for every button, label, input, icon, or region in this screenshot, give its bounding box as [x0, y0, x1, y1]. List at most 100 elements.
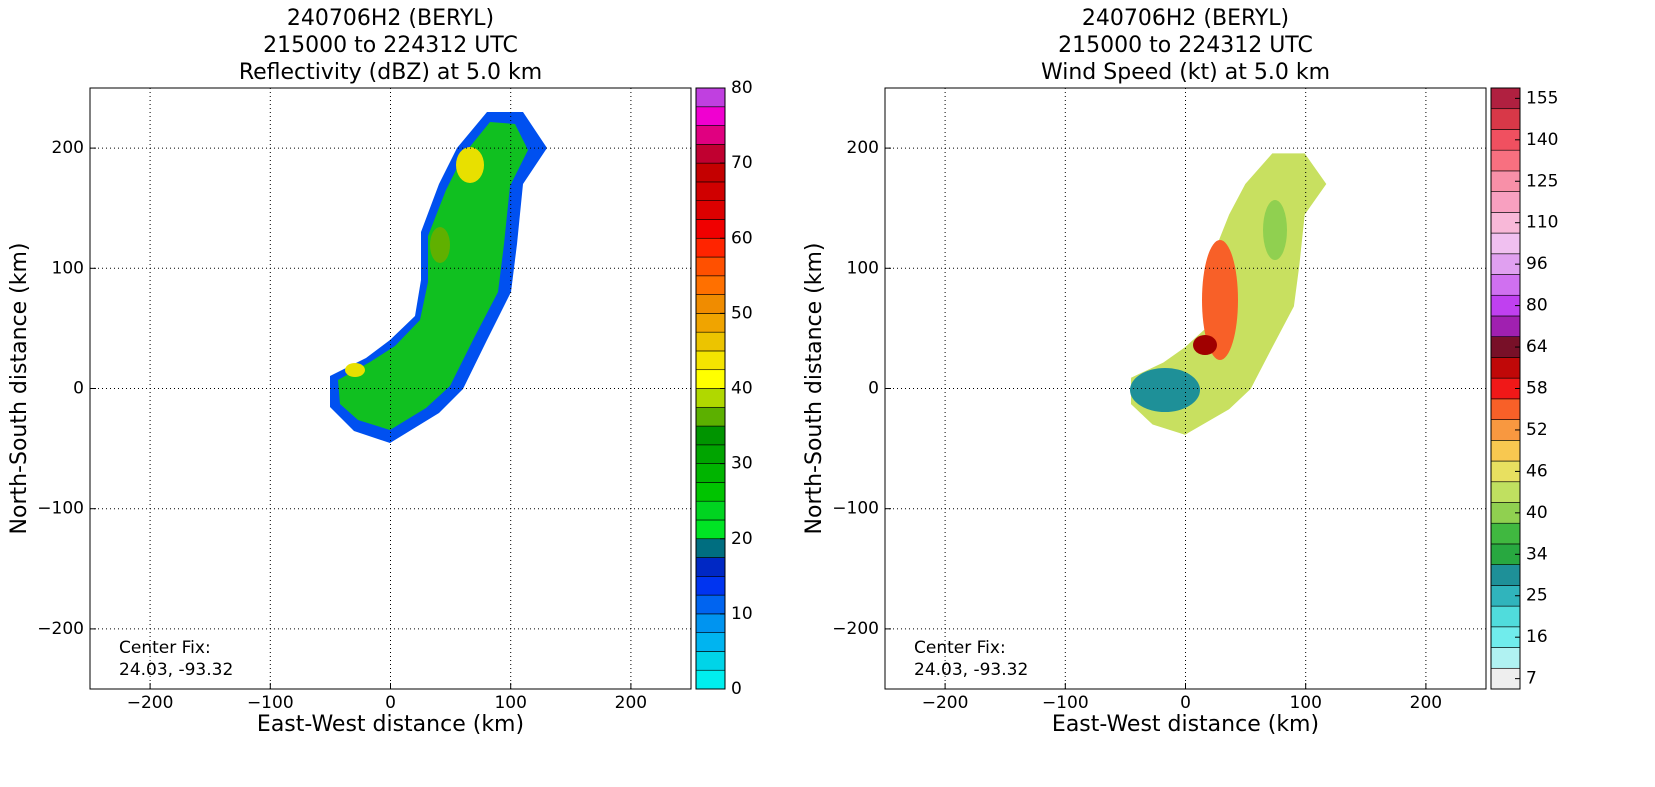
- colorbar-swatch: [1490, 357, 1521, 379]
- colorbar-tick-label: 155: [1526, 88, 1558, 108]
- colorbar-tick-label: 20: [731, 529, 753, 549]
- colorbar-swatch: [695, 237, 726, 258]
- x-tick-label: 100: [1289, 693, 1321, 713]
- colorbar-swatch: [695, 219, 726, 239]
- colorbar-tick-label: 64: [1526, 337, 1548, 357]
- plot-frame: [884, 87, 1487, 690]
- colorbar-swatch: [695, 200, 726, 220]
- colorbar-swatch: [1490, 440, 1521, 462]
- y-tick-label: −200: [37, 619, 84, 639]
- y-axis-label: North-South distance (km): [7, 243, 32, 535]
- x-tick-label: −100: [1042, 693, 1089, 713]
- colorbar-tick-label: 34: [1526, 544, 1548, 564]
- colorbar-tick-label: 0: [731, 679, 742, 699]
- colorbar-swatch: [695, 275, 726, 295]
- x-axis-label: East-West distance (km): [1052, 712, 1319, 737]
- colorbar-swatch: [1490, 191, 1521, 213]
- colorbar-tick-label: 16: [1526, 627, 1548, 647]
- colorbar-tick-label: 110: [1526, 213, 1558, 233]
- colorbar-tick-label: 70: [731, 153, 753, 173]
- colorbar-swatch: [695, 482, 726, 502]
- colorbar-swatch: [695, 406, 726, 427]
- colorbar-tick-label: 46: [1526, 461, 1548, 481]
- plot-frame: [89, 87, 692, 690]
- colorbar-swatch: [1490, 605, 1521, 628]
- y-tick-label: −100: [37, 499, 84, 519]
- y-axis-label: North-South distance (km): [802, 243, 827, 535]
- x-tick-label: 100: [494, 693, 526, 713]
- x-tick-label: −200: [127, 693, 174, 713]
- colorbar-swatch: [695, 369, 726, 389]
- x-tick-label: 0: [1180, 693, 1191, 713]
- colorbar-swatch: [695, 256, 726, 277]
- colorbar-tick-label: 25: [1526, 586, 1548, 606]
- x-tick-label: −100: [247, 693, 294, 713]
- colorbar-swatch: [1490, 315, 1521, 337]
- y-tick-label: 100: [52, 258, 84, 278]
- colorbar-tick-label: 80: [731, 78, 753, 98]
- colorbar-tick-label: 50: [731, 303, 753, 323]
- colorbar-swatch: [1490, 274, 1521, 296]
- colorbar-swatch: [1490, 522, 1521, 545]
- colorbar-swatch: [695, 125, 726, 145]
- colorbar-tick-label: 80: [1526, 296, 1548, 316]
- colorbar-swatch: [1490, 481, 1521, 503]
- annotation: 24.03, -93.32: [914, 660, 1028, 680]
- chart-title: 215000 to 224312 UTC: [263, 33, 518, 58]
- colorbar-swatch: [695, 576, 726, 596]
- x-tick-label: 200: [615, 693, 647, 713]
- y-tick-label: 200: [847, 138, 879, 158]
- colorbar-tick-label: 52: [1526, 420, 1548, 440]
- y-tick-label: 0: [73, 379, 84, 399]
- colorbar-swatch: [1490, 398, 1521, 420]
- colorbar-swatch: [695, 669, 726, 690]
- storm-field: [1130, 153, 1327, 435]
- chart-title: 240706H2 (BERYL): [287, 6, 494, 31]
- colorbar-swatch: [695, 613, 726, 633]
- chart-title: Reflectivity (dBZ) at 5.0 km: [239, 60, 542, 85]
- colorbar-swatch: [695, 331, 726, 352]
- annotation: 24.03, -93.32: [119, 660, 233, 680]
- colorbar-swatch: [695, 388, 726, 408]
- colorbar-swatch: [695, 294, 726, 314]
- colorbar-swatch: [695, 594, 726, 615]
- y-tick-label: −200: [832, 619, 879, 639]
- colorbar-swatch: [1490, 108, 1521, 130]
- chart-title: 215000 to 224312 UTC: [1058, 33, 1313, 58]
- chart-title: 240706H2 (BERYL): [1082, 6, 1289, 31]
- colorbar-swatch: [1490, 149, 1521, 172]
- colorbar-tick-label: 30: [731, 454, 753, 474]
- colorbar-swatch: [695, 106, 726, 126]
- colorbar-tick-label: 125: [1526, 171, 1558, 191]
- colorbar-swatch: [695, 425, 726, 446]
- x-tick-label: 200: [1410, 693, 1442, 713]
- colorbar-swatch: [695, 181, 726, 201]
- storm-field: [330, 112, 547, 443]
- colorbar-swatch: [695, 519, 726, 540]
- y-tick-label: −100: [832, 499, 879, 519]
- annotation: Center Fix:: [914, 638, 1006, 658]
- colorbar-swatch: [695, 500, 726, 521]
- colorbar-tick-label: 60: [731, 228, 753, 248]
- colorbar-tick-label: 10: [731, 604, 753, 624]
- colorbar-tick-label: 96: [1526, 254, 1548, 274]
- colorbar-swatch: [1490, 647, 1521, 669]
- y-tick-label: 0: [868, 379, 879, 399]
- colorbar-swatch: [695, 313, 726, 333]
- colorbar-tick-label: 58: [1526, 379, 1548, 399]
- colorbar-tick-label: 7: [1526, 669, 1537, 689]
- chart-title: Wind Speed (kt) at 5.0 km: [1041, 60, 1330, 85]
- colorbar-swatch: [695, 463, 726, 483]
- colorbar-swatch: [695, 651, 726, 671]
- colorbar-swatch: [1490, 232, 1521, 255]
- colorbar-swatch: [695, 444, 726, 464]
- x-tick-label: 0: [385, 693, 396, 713]
- colorbar-tick-label: 140: [1526, 130, 1558, 150]
- colorbar-swatch: [695, 538, 726, 558]
- colorbar-tick-label: 40: [731, 379, 753, 399]
- x-axis-label: East-West distance (km): [257, 712, 524, 737]
- y-tick-label: 200: [52, 138, 84, 158]
- colorbar-swatch: [1490, 564, 1521, 586]
- colorbar-swatch: [695, 350, 726, 371]
